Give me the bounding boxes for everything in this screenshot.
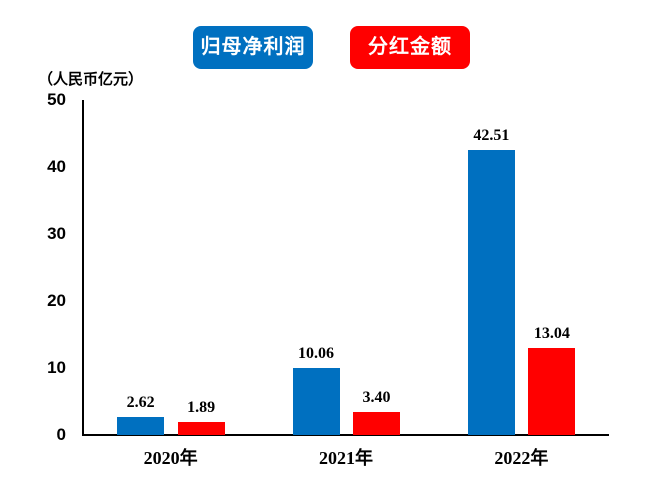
bar-net-profit (292, 367, 340, 435)
bar-value-label: 1.89 (187, 399, 216, 417)
y-tick-label: 0 (56, 425, 66, 444)
legend-item-dividend: 分红金额 (350, 26, 470, 69)
y-tick-label: 40 (47, 157, 66, 176)
y-tick-label: 50 (47, 90, 66, 109)
bar-dividend (177, 422, 225, 435)
x-axis-label: 2021年 (319, 448, 373, 468)
bar-net-profit (467, 150, 515, 435)
x-axis-label: 2020年 (143, 448, 198, 468)
bar-value-label: 10.06 (298, 344, 334, 362)
y-tick-label: 30 (47, 224, 66, 243)
y-axis-unit-label: （人民币亿元） (38, 71, 144, 88)
bar-dividend (353, 412, 400, 435)
y-tick-label: 20 (47, 291, 66, 310)
x-axis-line (82, 434, 609, 436)
bar-value-label: 2.62 (126, 394, 155, 412)
bar-value-label: 13.04 (533, 324, 570, 342)
y-axis-line (82, 100, 84, 436)
y-tick-label: 10 (47, 358, 66, 377)
bar-value-label: 42.51 (473, 127, 510, 145)
bar-value-label: 3.40 (362, 389, 391, 407)
bar-dividend (528, 347, 576, 435)
legend-item-net-profit: 归母净利润 (193, 26, 313, 69)
bar-net-profit (117, 417, 165, 435)
x-axis-label: 2022年 (494, 448, 549, 468)
